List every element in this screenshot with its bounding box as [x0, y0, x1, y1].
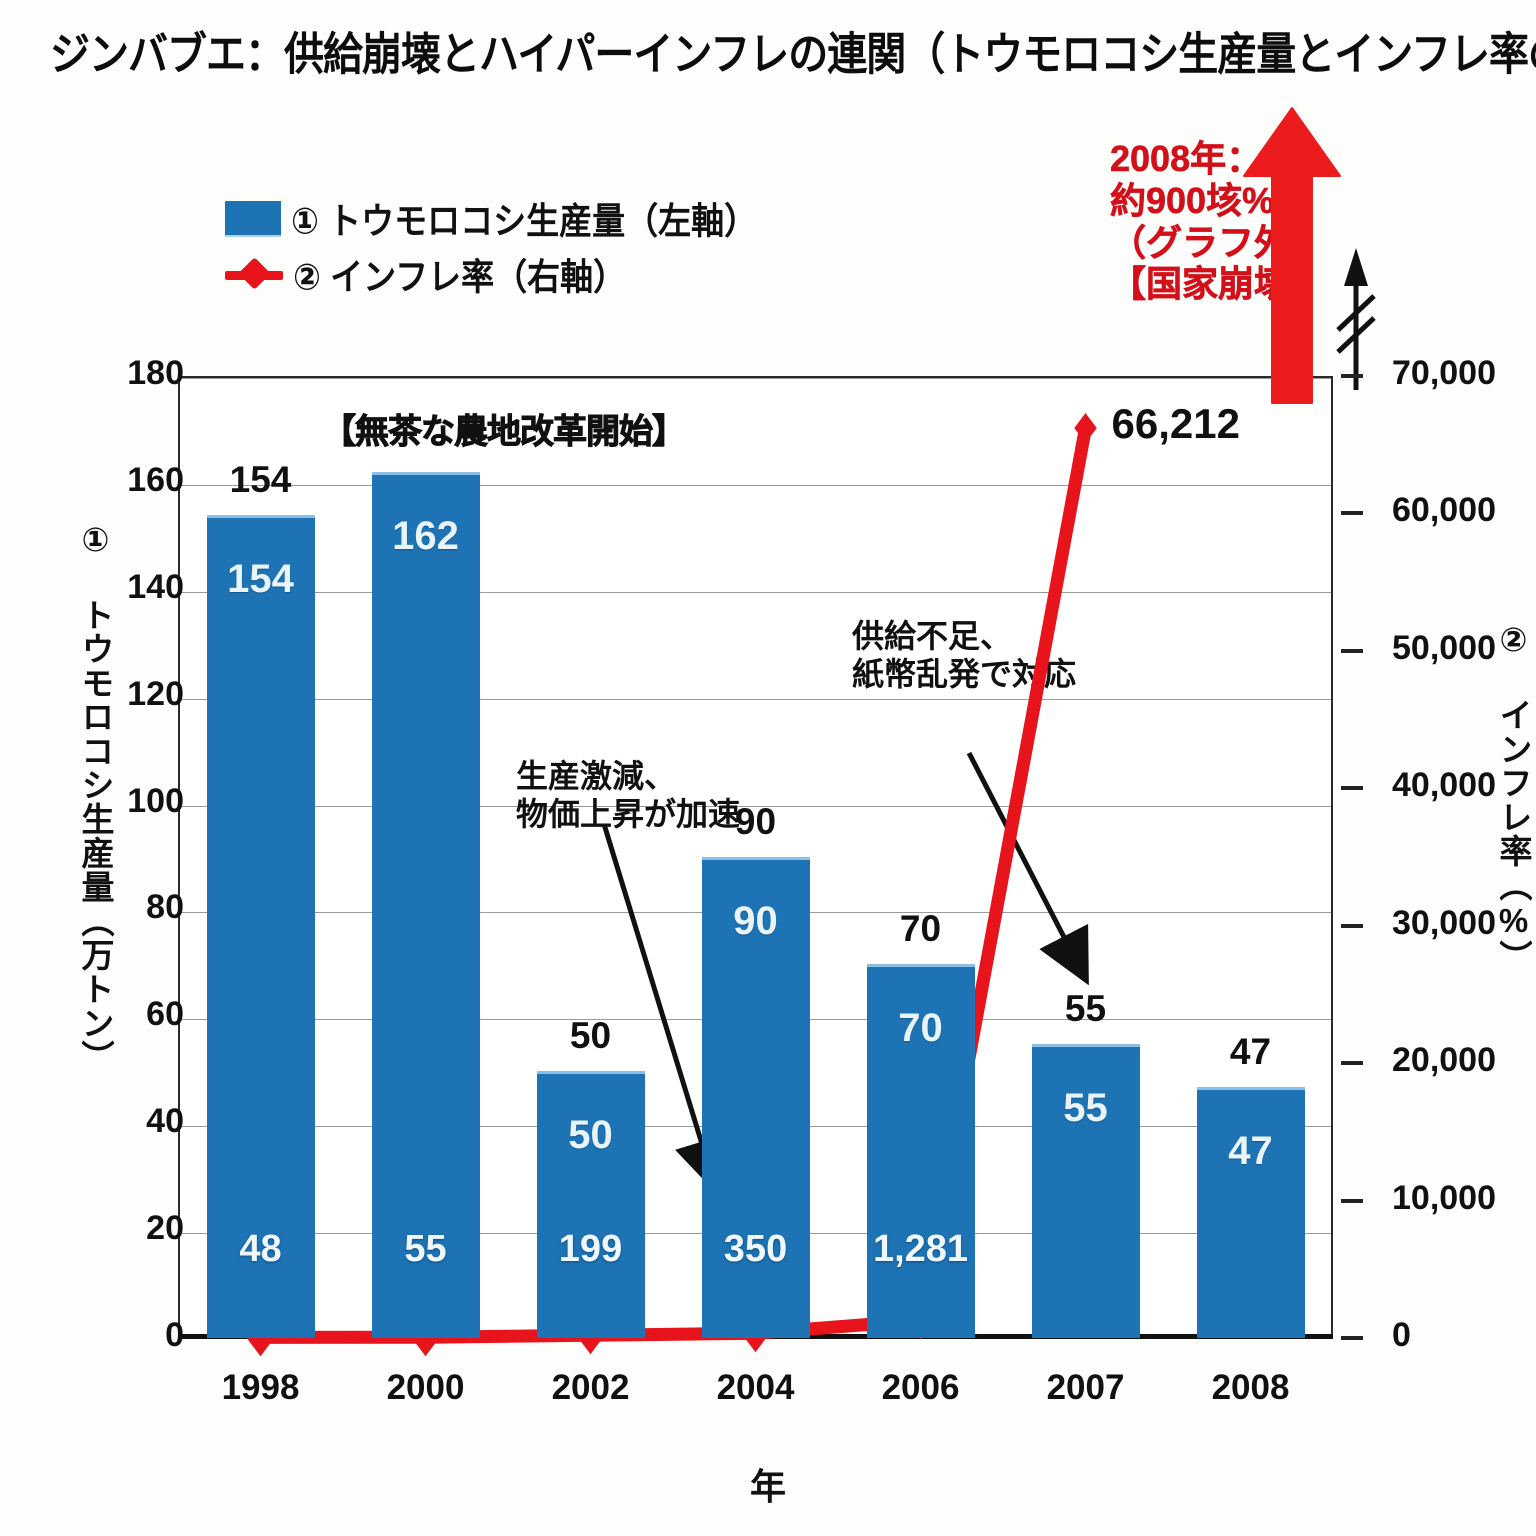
inflation-value-label-2006: 1,281 [872, 1228, 969, 1270]
inflation-value-label-2000: 55 [404, 1228, 447, 1270]
gridline [180, 484, 1331, 486]
bar-top-value-label: 47 [1229, 1030, 1272, 1072]
inflation-value-label-2002: 199 [558, 1228, 623, 1270]
right-axis-tick-mark [1341, 923, 1363, 928]
x-axis-tick: 1998 [221, 1368, 300, 1407]
bar-top-value-label: 70 [899, 907, 942, 949]
right-axis-break-icon [1336, 248, 1376, 390]
legend-item-maize: ① トウモロコシ生産量（左軸） [225, 190, 757, 246]
left-axis-tick: 80 [146, 888, 184, 927]
bar-value-label: 47 [1228, 1128, 1273, 1173]
right-axis-tick-mark [1341, 648, 1363, 653]
bar-value-label: 50 [568, 1112, 613, 1157]
bar-value-label: 90 [733, 899, 778, 943]
x-axis-tick: 2008 [1211, 1368, 1290, 1407]
chart-legend: ① トウモロコシ生産量（左軸） ② インフレ率（右軸） [225, 190, 757, 302]
left-axis-tick: 20 [146, 1209, 184, 1248]
bar-1998[interactable]: 154 [206, 514, 315, 1338]
annotation-land-reform: 【無茶な農地改革開始】 [322, 412, 687, 451]
right-axis-tick: 20,000 [1392, 1041, 1496, 1080]
gridline [180, 698, 1331, 700]
right-axis-tick-mark [1341, 1198, 1363, 1203]
bar-2000[interactable]: 162 [371, 472, 480, 1338]
right-axis-title: ② インフレ率（%） [1495, 620, 1532, 974]
left-axis-tick: 140 [127, 567, 184, 606]
left-axis-tick: 40 [146, 1102, 184, 1141]
right-axis-tick: 70,000 [1392, 354, 1496, 392]
x-axis-tick: 2006 [881, 1368, 960, 1407]
bar-top-value-label: 90 [734, 801, 777, 842]
left-axis-tick: 180 [127, 354, 184, 392]
page-title: ジンバブエ：供給崩壊とハイパーインフレの連関（トウモロコシ生産量とインフレ率の推… [50, 30, 1536, 80]
legend-item-inflation: ② インフレ率（右軸） [225, 246, 757, 302]
bar-top-value-label: 55 [1064, 988, 1107, 1030]
gridline [180, 378, 1331, 379]
right-axis-tick: 50,000 [1392, 628, 1496, 667]
right-axis-tick: 10,000 [1392, 1178, 1496, 1217]
right-axis-tick-mark [1341, 1061, 1363, 1066]
right-axis-tick-mark [1341, 1336, 1363, 1340]
bar-value-label: 55 [1063, 1086, 1108, 1131]
x-axis-tick: 2004 [716, 1368, 795, 1407]
x-axis-tick: 2007 [1046, 1368, 1125, 1407]
x-axis-title: 年 [749, 1466, 786, 1507]
inflation-value-label-2004: 350 [723, 1228, 788, 1270]
left-axis-title: ① トウモロコシ生産量（万トン） [77, 520, 114, 1074]
legend-label-maize: ① トウモロコシ生産量（左軸） [291, 200, 758, 242]
bar-2004[interactable]: 90 [701, 857, 810, 1338]
bar-2007[interactable]: 55 [1031, 1044, 1140, 1338]
left-axis-tick: 160 [127, 460, 184, 499]
left-axis-tick: 0 [165, 1316, 184, 1354]
bar-2002[interactable]: 50 [536, 1070, 645, 1338]
right-axis-tick-mark [1341, 374, 1363, 378]
left-axis-tick: 100 [127, 781, 184, 820]
x-axis-tick: 2000 [386, 1368, 465, 1407]
bar-top-value-label: 154 [229, 458, 292, 500]
x-axis-tick: 2002 [551, 1368, 630, 1407]
red-line-diamond-icon [225, 257, 283, 291]
bar-value-label: 162 [392, 514, 459, 559]
right-axis-tick: 40,000 [1392, 766, 1496, 805]
bar-2008[interactable]: 47 [1196, 1086, 1305, 1338]
bar-value-label: 154 [227, 556, 294, 601]
blue-square-icon [225, 201, 281, 235]
annotation-hyperinflation-2008: 2008年： 約900垓% （グラフ外） 【国家崩壊】 [1110, 138, 1327, 305]
annotation-money-printing: 供給不足、 紙幣乱発で対応 [852, 618, 1077, 692]
legend-label-inflation: ② インフレ率（右軸） [293, 256, 627, 298]
inflation-value-label-1998: 48 [239, 1228, 282, 1270]
bar-2006[interactable]: 70 [866, 963, 975, 1338]
right-axis-tick: 0 [1392, 1316, 1411, 1354]
right-axis-tick: 60,000 [1392, 491, 1496, 530]
right-axis-tick-mark [1341, 511, 1363, 516]
bar-top-value-label: 50 [569, 1014, 612, 1056]
right-axis-tick-mark [1341, 786, 1363, 791]
left-axis-tick: 120 [127, 674, 184, 713]
bar-value-label: 70 [898, 1005, 943, 1050]
inflation-value-label-2007: 66,212 [1111, 400, 1240, 448]
right-axis-tick: 30,000 [1392, 903, 1496, 942]
gridline [180, 591, 1331, 593]
left-axis-tick: 60 [146, 995, 184, 1034]
